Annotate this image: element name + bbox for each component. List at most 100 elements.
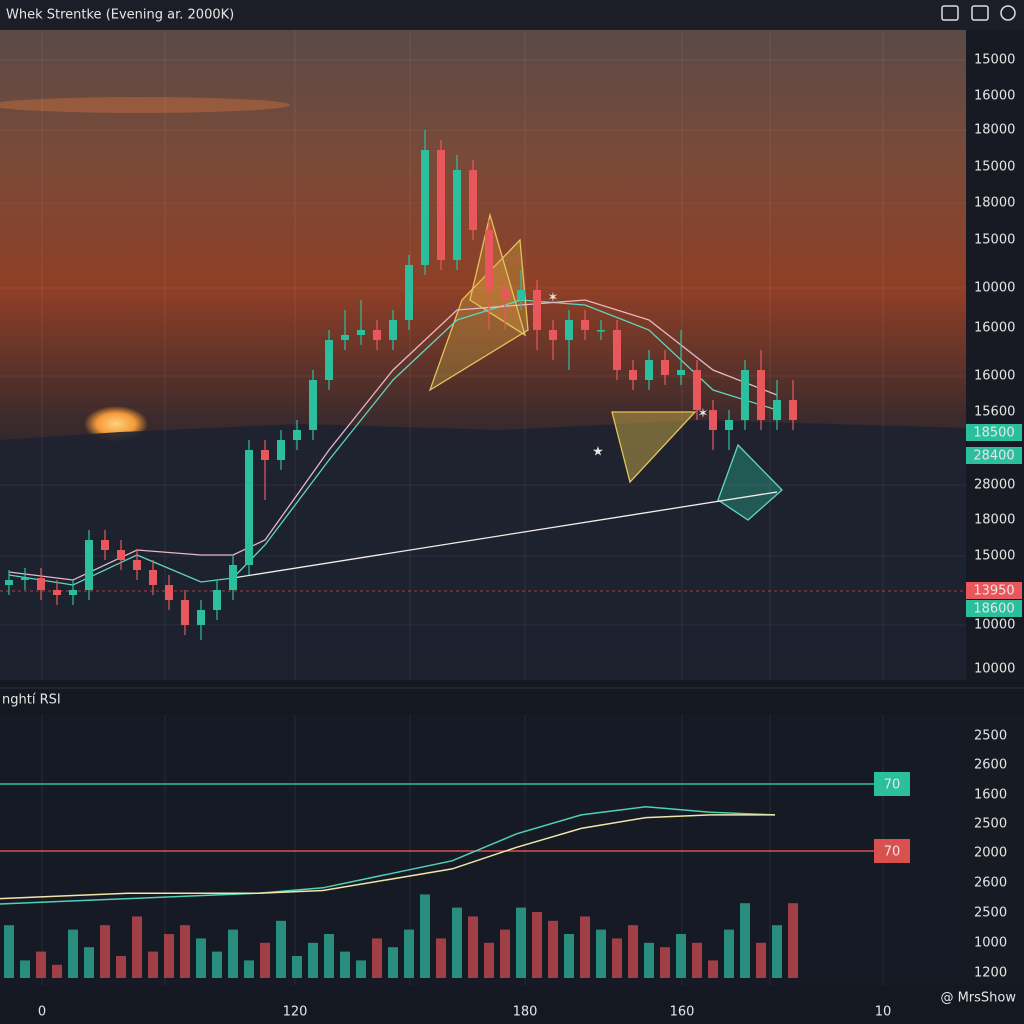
candle-body	[581, 320, 589, 330]
volume-bar	[116, 956, 126, 978]
candle-body	[501, 290, 509, 300]
y-axis-label: 28000	[974, 478, 1015, 493]
rsi-line	[0, 814, 775, 900]
header-title: Whek Strentke (Evening ar. 2000K)	[6, 8, 234, 23]
volume-bar	[404, 929, 414, 978]
cloud	[0, 97, 290, 113]
volume-bar	[708, 960, 718, 978]
candle-body	[293, 430, 301, 440]
y-axis-label: 18000	[974, 123, 1015, 138]
rsi-axis-label: 2600	[974, 876, 1007, 891]
volume-bar	[20, 960, 30, 978]
drawings: ★ ✶ ✶	[428, 212, 783, 521]
candle-body	[421, 150, 429, 265]
candle-body	[693, 370, 701, 410]
volume-bar	[596, 929, 606, 978]
candle-body	[389, 320, 397, 340]
price-axis	[966, 30, 1024, 680]
price-badge	[966, 447, 1022, 464]
rsi-title: nghtí RSI	[2, 693, 61, 708]
svg-text:✶: ✶	[548, 291, 559, 306]
price-badge	[966, 600, 1022, 617]
candle-body	[373, 330, 381, 340]
moving-average	[232, 491, 778, 579]
candle-body	[69, 590, 77, 595]
volume-bar	[84, 947, 94, 978]
candle-body	[613, 330, 621, 370]
y-axis-label: 10000	[974, 281, 1015, 296]
volume-bar	[180, 925, 190, 978]
y-axis-label: 15000	[974, 549, 1015, 564]
candle-body	[213, 590, 221, 610]
rsi-level-label: 70	[884, 778, 901, 793]
volume-bar	[356, 960, 366, 978]
volume-bar	[532, 912, 542, 978]
y-axis-label: 16000	[974, 321, 1015, 336]
y-axis-label: 15000	[974, 53, 1015, 68]
volume-bar	[788, 903, 798, 978]
y-axis-label: 15000	[974, 160, 1015, 175]
y-axis-label: 18000	[974, 196, 1015, 211]
candle-body	[469, 170, 477, 230]
rsi-level-label: 70	[884, 845, 901, 860]
price-badge-label: 18500	[973, 426, 1014, 441]
x-axis-label: 10	[875, 1005, 892, 1020]
candle-body	[645, 360, 653, 380]
y-axis-label: 16000	[974, 89, 1015, 104]
volume-bar	[52, 964, 62, 978]
price-badge	[966, 424, 1022, 441]
candle-body	[149, 570, 157, 585]
candle-body	[277, 440, 285, 460]
svg-text:✶: ✶	[698, 407, 709, 422]
volume-bar	[100, 925, 110, 978]
candle-body	[181, 600, 189, 625]
rsi-level-badge	[874, 839, 910, 863]
candle-body	[165, 585, 173, 600]
candle-body	[709, 410, 717, 430]
volume-bar	[420, 894, 430, 978]
volume-bar	[612, 938, 622, 978]
candle-body	[261, 450, 269, 460]
candle-body	[485, 230, 493, 290]
rsi-axis-label: 2500	[974, 817, 1007, 832]
y-axis-label: 10000	[974, 662, 1015, 677]
candle-body	[245, 450, 253, 565]
y-axis-label: 18000	[974, 513, 1015, 528]
candle-body	[773, 400, 781, 420]
rsi-line	[0, 806, 776, 905]
rsi-axis-label: 2000	[974, 846, 1007, 861]
volume-bar	[548, 920, 558, 978]
candle-body	[117, 550, 125, 560]
candle-body	[85, 540, 93, 590]
volume-bar	[260, 942, 270, 978]
volume-bar	[500, 929, 510, 978]
candle-body	[565, 320, 573, 340]
candle-body	[517, 290, 525, 300]
header-bar	[0, 0, 1024, 30]
volume-bar	[228, 929, 238, 978]
hills	[0, 420, 966, 680]
watermark: @ MrsShow	[940, 991, 1016, 1006]
volume-bar	[724, 929, 734, 978]
volume-bar	[676, 934, 686, 978]
volume-bar	[212, 951, 222, 978]
rsi-axis-label: 1200	[974, 966, 1007, 981]
volume-bar	[452, 907, 462, 978]
volume-bar	[308, 942, 318, 978]
x-axis-label: 160	[670, 1005, 695, 1020]
candle-body	[5, 580, 13, 585]
volume-bar	[516, 907, 526, 978]
x-axis-label: 120	[283, 1005, 308, 1020]
volume-bar	[484, 942, 494, 978]
candle-body	[533, 290, 541, 330]
volume-bar	[324, 934, 334, 978]
volume-bar	[580, 916, 590, 978]
rsi-axis	[966, 715, 1024, 985]
header-icons[interactable]	[941, 5, 1016, 21]
candle-body	[597, 330, 605, 332]
candle-body	[325, 340, 333, 380]
price-badge-label: 18600	[973, 602, 1014, 617]
volume-bar	[628, 925, 638, 978]
y-axis-label: 15600	[974, 405, 1015, 420]
candle-body	[453, 170, 461, 260]
